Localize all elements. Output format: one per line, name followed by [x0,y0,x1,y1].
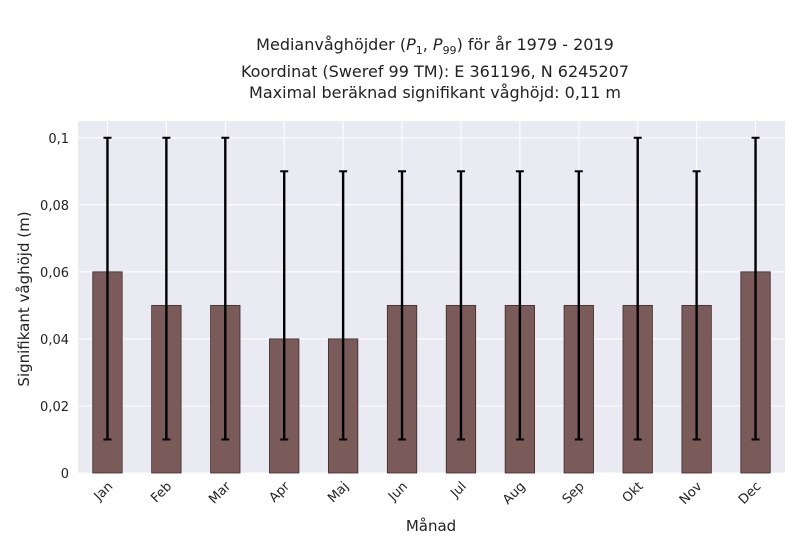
title-prefix: Medianvåghöjder ( [256,35,407,54]
y-tick-label: 0,06 [40,266,69,281]
x-tick-label: Apr [267,479,294,506]
y-tick-label: 0,1 [48,132,69,147]
x-tick-label: Feb [148,479,175,506]
x-tick-label: Jun [385,479,411,505]
chart-title-line-3: Maximal beräknad signifikant våghöjd: 0,… [249,83,621,103]
y-tick-label: 0,08 [40,199,69,214]
chart-title-line-1: Medianvåghöjder (P1, P99) för år 1979 - … [256,35,614,58]
x-tick-label: Sep [560,479,588,507]
x-axis: Jan Feb Mar Apr Maj Jun Jul Aug Sep Okt Nov Dec [91,479,765,508]
y-tick-label: 0,04 [40,333,69,348]
x-tick-label: Jan [91,479,116,504]
y-axis-label: Signifikant våghöjd (m) [15,211,33,386]
x-tick-label: Okt [620,479,647,506]
x-tick-label: Mar [206,479,234,507]
chart-title: Medianvåghöjder (P1, P99) för år 1979 - … [0,34,800,103]
y-tick-label: 0,02 [40,400,69,415]
plot-area [78,121,785,474]
plot-background [78,121,785,473]
x-tick-label: Maj [325,479,352,506]
x-axis-label: Månad [406,517,456,535]
y-axis: 0 0,02 0,04 0,06 0,08 0,1 [40,132,69,482]
x-tick-label: Nov [677,479,706,508]
x-tick-label: Aug [500,479,529,508]
x-tick-label: Dec [736,479,764,507]
chart-title-line-2: Koordinat (Sweref 99 TM): E 361196, N 62… [240,62,630,82]
y-tick-label: 0 [61,467,69,482]
x-tick-label: Jul [447,479,469,501]
